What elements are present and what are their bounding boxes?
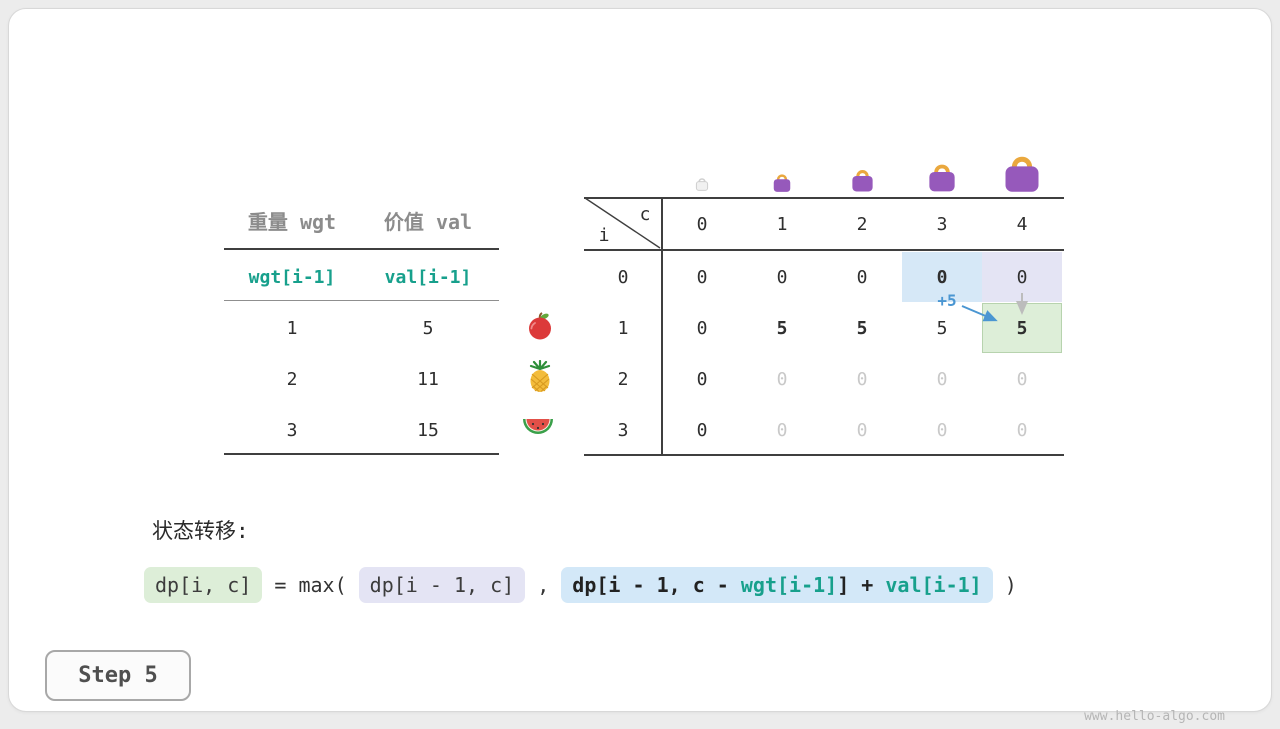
dp-corner-col-label: c [639, 203, 651, 225]
formula-arg2-wgt-part: wgt[i-1] [740, 573, 838, 597]
weight-table-header-val: 价值 val [383, 209, 473, 234]
dp-cell-0-3-source: 0 [902, 252, 982, 302]
weight-table-subheader-wgt: wgt[i-1] [248, 266, 336, 288]
step-badge: Step 5 [45, 650, 191, 701]
dp-cell-2-3: 0 [936, 368, 948, 390]
dp-cell-1-4-current: 5 [982, 303, 1062, 353]
dp-cell-1-2: 5 [856, 317, 868, 339]
dp-rule-top [584, 197, 1064, 199]
weight-row-3-wgt: 3 [286, 419, 298, 441]
dp-cell-1-1: 5 [776, 317, 788, 339]
dp-col-header-0: 0 [696, 213, 708, 235]
weight-row-2-wgt: 2 [286, 368, 298, 390]
weight-row-2-val: 11 [417, 368, 439, 390]
bag-small-icon [771, 172, 793, 193]
dp-cell-0-1: 0 [776, 266, 788, 288]
dp-cell-3-2: 0 [856, 419, 868, 441]
formula-arg2-dp-part: dp[i - 1, c - [572, 573, 741, 597]
dp-rule-header [584, 249, 1064, 251]
formula-arg2-plus-part: ] + [837, 573, 886, 597]
weight-table-header-wgt: 重量 wgt [247, 209, 337, 234]
dp-cell-0-0: 0 [696, 266, 708, 288]
dp-cell-2-4: 0 [1016, 368, 1028, 390]
bag-ghost-icon [694, 176, 710, 192]
dp-cell-2-0: 0 [696, 368, 708, 390]
bag-medium-icon [849, 167, 876, 193]
main-card: 重量 wgt 价值 val wgt[i-1] val[i-1] 1 5 2 11… [8, 8, 1272, 724]
watermelon-icon [521, 415, 555, 441]
pineapple-icon [526, 360, 554, 394]
formula-arg2-box: dp[i - 1, c - wgt[i-1]] + val[i-1] [561, 567, 993, 603]
state-transition-formula: dp[i, c] = max( dp[i - 1, c] , dp[i - 1,… [144, 567, 1017, 603]
dp-row-header-2: 2 [617, 368, 629, 390]
dp-rule-vertical [661, 197, 663, 456]
formula-separator: , [525, 573, 562, 597]
dp-col-header-2: 2 [856, 213, 868, 235]
formula-arg1-box: dp[i - 1, c] [358, 567, 526, 603]
bag-large-icon [925, 161, 959, 193]
weight-table-rule-top [224, 248, 499, 250]
site-watermark: www.hello-algo.com [1084, 709, 1225, 724]
weight-row-1-wgt: 1 [286, 317, 298, 339]
dp-cell-3-1: 0 [776, 419, 788, 441]
dp-row-header-0: 0 [617, 266, 629, 288]
transfer-value-annotation: +5 [937, 291, 957, 310]
dp-cell-3-4: 0 [1016, 419, 1028, 441]
weight-row-3-val: 15 [417, 419, 439, 441]
dp-row-header-1: 1 [617, 317, 629, 339]
formula-arg2-val-part: val[i-1] [885, 573, 982, 597]
weight-table-rule-bottom [224, 453, 499, 455]
bag-xlarge-icon [1000, 152, 1044, 194]
dp-cell-1-3: 5 [936, 317, 948, 339]
formula-lhs-box: dp[i, c] [144, 567, 263, 603]
dp-cell-3-0: 0 [696, 419, 708, 441]
formula-close-paren: ) [992, 573, 1017, 597]
weight-table-subheader-val: val[i-1] [384, 266, 472, 288]
dp-cell-3-3: 0 [936, 419, 948, 441]
dp-row-header-3: 3 [617, 419, 629, 441]
dp-col-header-4: 4 [1016, 213, 1028, 235]
dp-col-header-1: 1 [776, 213, 788, 235]
apple-icon [525, 311, 555, 341]
dp-cell-0-4-source: 0 [982, 252, 1062, 302]
dp-rule-bottom [584, 454, 1064, 456]
weight-row-1-val: 5 [422, 317, 434, 339]
dp-col-header-3: 3 [936, 213, 948, 235]
dp-corner-row-label: i [598, 224, 610, 246]
weight-table-rule-mid [224, 300, 499, 301]
formula-max-open: = max( [262, 573, 359, 597]
state-transition-label: 状态转移: [152, 519, 249, 543]
dp-cell-2-1: 0 [776, 368, 788, 390]
dp-cell-0-2: 0 [856, 266, 868, 288]
dp-cell-1-0: 0 [696, 317, 708, 339]
dp-cell-2-2: 0 [856, 368, 868, 390]
